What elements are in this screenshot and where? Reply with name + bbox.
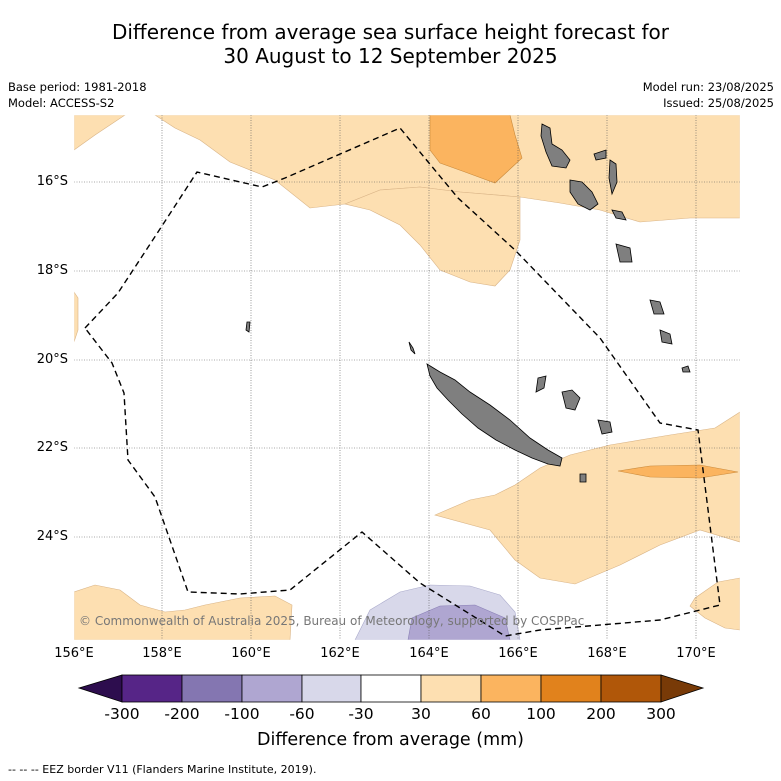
colorbar-segment-8 bbox=[540, 674, 602, 703]
anomaly-region-60-100-north bbox=[429, 115, 523, 184]
anomaly-region-30-60-southwest bbox=[74, 584, 293, 640]
lon-label-160e: 160°E bbox=[231, 646, 271, 661]
colorbar-segment-9 bbox=[600, 674, 662, 703]
anomaly-region-30-60-band bbox=[344, 186, 521, 287]
ouvea-island bbox=[535, 375, 547, 393]
model-run: Model run: 23/08/2025 bbox=[642, 80, 774, 94]
lat-label-24s: 24°S bbox=[36, 529, 68, 544]
lat-label-22s: 22°S bbox=[36, 440, 68, 455]
eez-border bbox=[84, 127, 721, 637]
colorbar-segment-6 bbox=[420, 674, 482, 703]
colorbar-tick-60: 60 bbox=[471, 705, 491, 723]
anomaly-region-30-60-west bbox=[74, 291, 79, 343]
efate-island bbox=[611, 209, 627, 221]
base-period: Base period: 1981-2018 bbox=[8, 80, 147, 94]
lon-label-158e: 158°E bbox=[142, 646, 182, 661]
model-name: Model: ACCESS-S2 bbox=[8, 96, 115, 110]
espiritu-santo-island bbox=[540, 123, 571, 169]
lon-label-162e: 162°E bbox=[320, 646, 360, 661]
colorbar-tick-minus200: -200 bbox=[164, 705, 200, 723]
colorbar-tick-200: 200 bbox=[586, 705, 616, 723]
anomaly-region-30-60-southeast bbox=[434, 411, 740, 585]
lon-label-164e: 164°E bbox=[409, 646, 449, 661]
lat-label-20s: 20°S bbox=[36, 352, 68, 367]
colorbar-tick-minus100: -100 bbox=[224, 705, 260, 723]
issued-date: Issued: 25/08/2025 bbox=[663, 96, 774, 110]
lon-label-156e: 156°E bbox=[54, 646, 94, 661]
lat-label-18s: 18°S bbox=[36, 263, 68, 278]
anomaly-region-30-60-southeast-corner bbox=[689, 577, 740, 631]
colorbar-tick-minus60: -60 bbox=[289, 705, 315, 723]
copyright-notice: © Commonwealth of Australia 2025, Bureau… bbox=[79, 614, 585, 628]
colorbar-tick-30: 30 bbox=[411, 705, 431, 723]
isle-of-pines bbox=[579, 473, 587, 483]
colorbar-segment-2 bbox=[181, 674, 243, 703]
lon-label-166e: 166°E bbox=[498, 646, 538, 661]
map-frame bbox=[73, 114, 741, 641]
footer-eez-note: -- -- -- EEZ border V11 (Flanders Marine… bbox=[8, 763, 317, 776]
matthew-island bbox=[681, 365, 691, 373]
lon-label-168e: 168°E bbox=[587, 646, 627, 661]
ambae-island bbox=[593, 149, 607, 161]
colorbar-segment-4 bbox=[301, 674, 362, 703]
aneityum-island bbox=[659, 329, 673, 345]
colorbar-tick-100: 100 bbox=[526, 705, 556, 723]
land-masses bbox=[245, 123, 691, 483]
chesterfield-islet bbox=[245, 321, 251, 333]
colorbar-segment-5 bbox=[360, 674, 422, 703]
mare-island bbox=[597, 419, 613, 435]
colorbar-segment-3 bbox=[241, 674, 303, 703]
tanna-island bbox=[649, 299, 665, 315]
malekula-island bbox=[569, 179, 599, 211]
new-caledonia-island bbox=[426, 363, 563, 467]
colorbar-arrow-right bbox=[660, 674, 705, 703]
colorbar-segment-7 bbox=[480, 674, 542, 703]
lifou-island bbox=[561, 389, 581, 411]
gridlines bbox=[74, 115, 740, 640]
anomaly-region-minus100-minus60 bbox=[407, 604, 511, 640]
lon-label-170e: 170°E bbox=[676, 646, 716, 661]
colorbar-tick-minus300: -300 bbox=[104, 705, 140, 723]
title-line-2: 30 August to 12 September 2025 bbox=[223, 44, 558, 68]
belep-islets bbox=[408, 341, 416, 355]
colorbar-title: Difference from average (mm) bbox=[256, 730, 525, 750]
colorbar bbox=[77, 674, 705, 703]
pentecost-island bbox=[608, 159, 618, 196]
anomaly-region-30-60-topleft bbox=[74, 115, 126, 151]
erromango-island bbox=[615, 243, 633, 263]
colorbar-segment-1 bbox=[121, 674, 183, 703]
title-line-1: Difference from average sea surface heig… bbox=[111, 20, 670, 44]
colorbar-tick-300: 300 bbox=[646, 705, 676, 723]
anomaly-region-60-100-east bbox=[617, 464, 739, 479]
colorbar-arrow-left bbox=[77, 674, 123, 703]
colorbar-tick-minus30: -30 bbox=[348, 705, 374, 723]
lat-label-16s: 16°S bbox=[36, 174, 68, 189]
